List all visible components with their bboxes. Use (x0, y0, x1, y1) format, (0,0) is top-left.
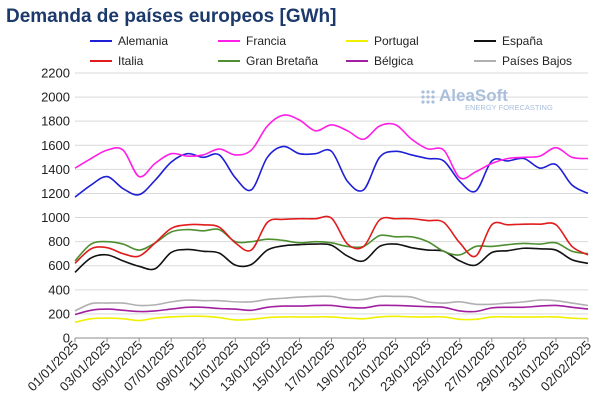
y-tick-label: 2000 (41, 90, 70, 105)
watermark-main: AleaSoft (439, 86, 508, 105)
legend-label-belgica: Bélgica (374, 54, 414, 68)
series-line-paises-bajos (74, 295, 589, 312)
legend-label-alemania: Alemania (118, 34, 168, 48)
series-line-gran-bretana (74, 228, 589, 262)
y-tick-label: 2200 (41, 66, 70, 81)
y-tick-label: 1200 (41, 186, 70, 201)
legend-label-gran-bretana: Gran Bretaña (246, 54, 318, 68)
legend-label-portugal: Portugal (374, 34, 419, 48)
x-axis-ticks: 01/01/202503/01/202505/01/202507/01/2025… (24, 338, 594, 395)
y-tick-label: 1600 (41, 138, 70, 153)
chart-title: Demanda de países europeos [GWh] (6, 6, 336, 27)
watermark: AleaSoft ENERGY FORECASTING (421, 86, 553, 112)
series-line-espana (74, 243, 589, 273)
watermark-sub: ENERGY FORECASTING (465, 103, 553, 112)
y-tick-label: 1400 (41, 162, 70, 177)
series-line-portugal (74, 315, 589, 324)
series-line-francia (74, 114, 589, 180)
legend-label-francia: Francia (246, 34, 286, 48)
series-line-italia (74, 215, 589, 264)
y-tick-label: 1800 (41, 114, 70, 129)
y-tick-label: 400 (48, 282, 70, 297)
legend-label-espana: España (502, 34, 543, 48)
y-tick-label: 0 (63, 331, 70, 346)
y-axis-ticks: 0 200 400 600 800 1000 1200 1400 1600 1800 2000 220… (41, 66, 70, 346)
series-line-alemania (74, 145, 589, 198)
legend: Alemania Francia Portugal España Italia Gran … (90, 34, 572, 68)
aleasoft-logo-icon (421, 90, 435, 104)
y-tick-label: 1000 (41, 210, 70, 225)
y-tick-label: 800 (48, 234, 70, 249)
legend-label-paises-bajos: Países Bajos (502, 54, 572, 68)
legend-label-italia: Italia (118, 54, 144, 68)
y-tick-label: 600 (48, 258, 70, 273)
series-line-belgica (74, 304, 589, 316)
series-lines (74, 114, 589, 324)
y-tick-label: 200 (48, 306, 70, 321)
